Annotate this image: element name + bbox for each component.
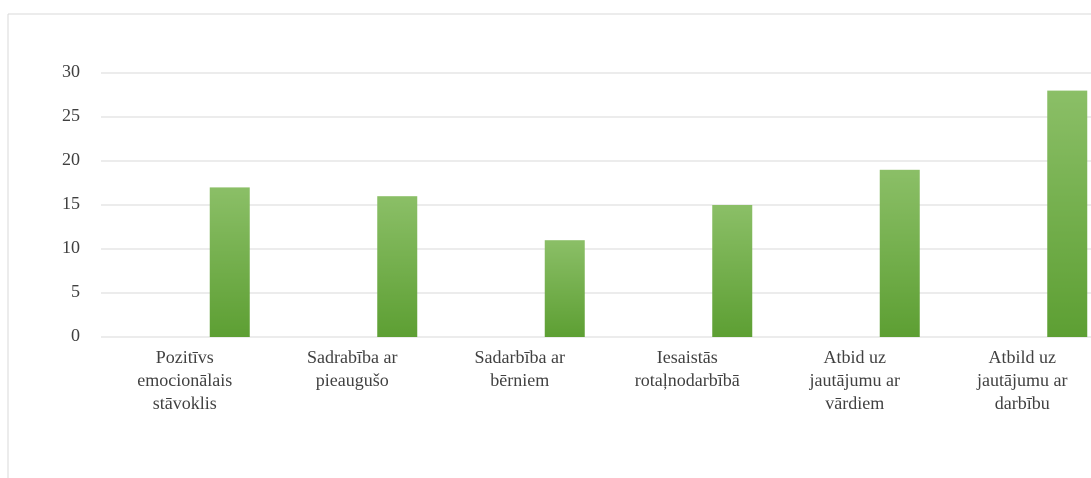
bar: [544, 240, 585, 337]
y-tick-label: 30: [62, 61, 80, 81]
x-tick-label: Sadarbība ar bērniem: [474, 347, 565, 390]
x-tick-label: Sadrabība ar pieaugušo: [307, 347, 398, 390]
bar: [209, 187, 250, 337]
y-tick-label: 10: [62, 237, 80, 257]
x-tick-label: Atbid uz jautājumu ar vārdiem: [809, 347, 900, 413]
bar: [377, 196, 418, 337]
x-tick-label: Iesaistās rotaļnodarbībā: [634, 347, 740, 390]
y-tick-label: 15: [62, 193, 80, 213]
y-tick-label: 0: [71, 325, 80, 345]
bar: [1047, 90, 1088, 337]
x-tick-label: Atbild uz jautājumu ar darbību: [977, 347, 1068, 413]
x-tick-label: Pozitīvs emocionālais stāvoklis: [137, 347, 233, 413]
bar: [712, 205, 753, 337]
y-tick-label: 25: [62, 105, 80, 125]
y-tick-label: 20: [62, 149, 80, 169]
y-tick-label: 5: [71, 281, 80, 301]
bar: [879, 169, 920, 337]
